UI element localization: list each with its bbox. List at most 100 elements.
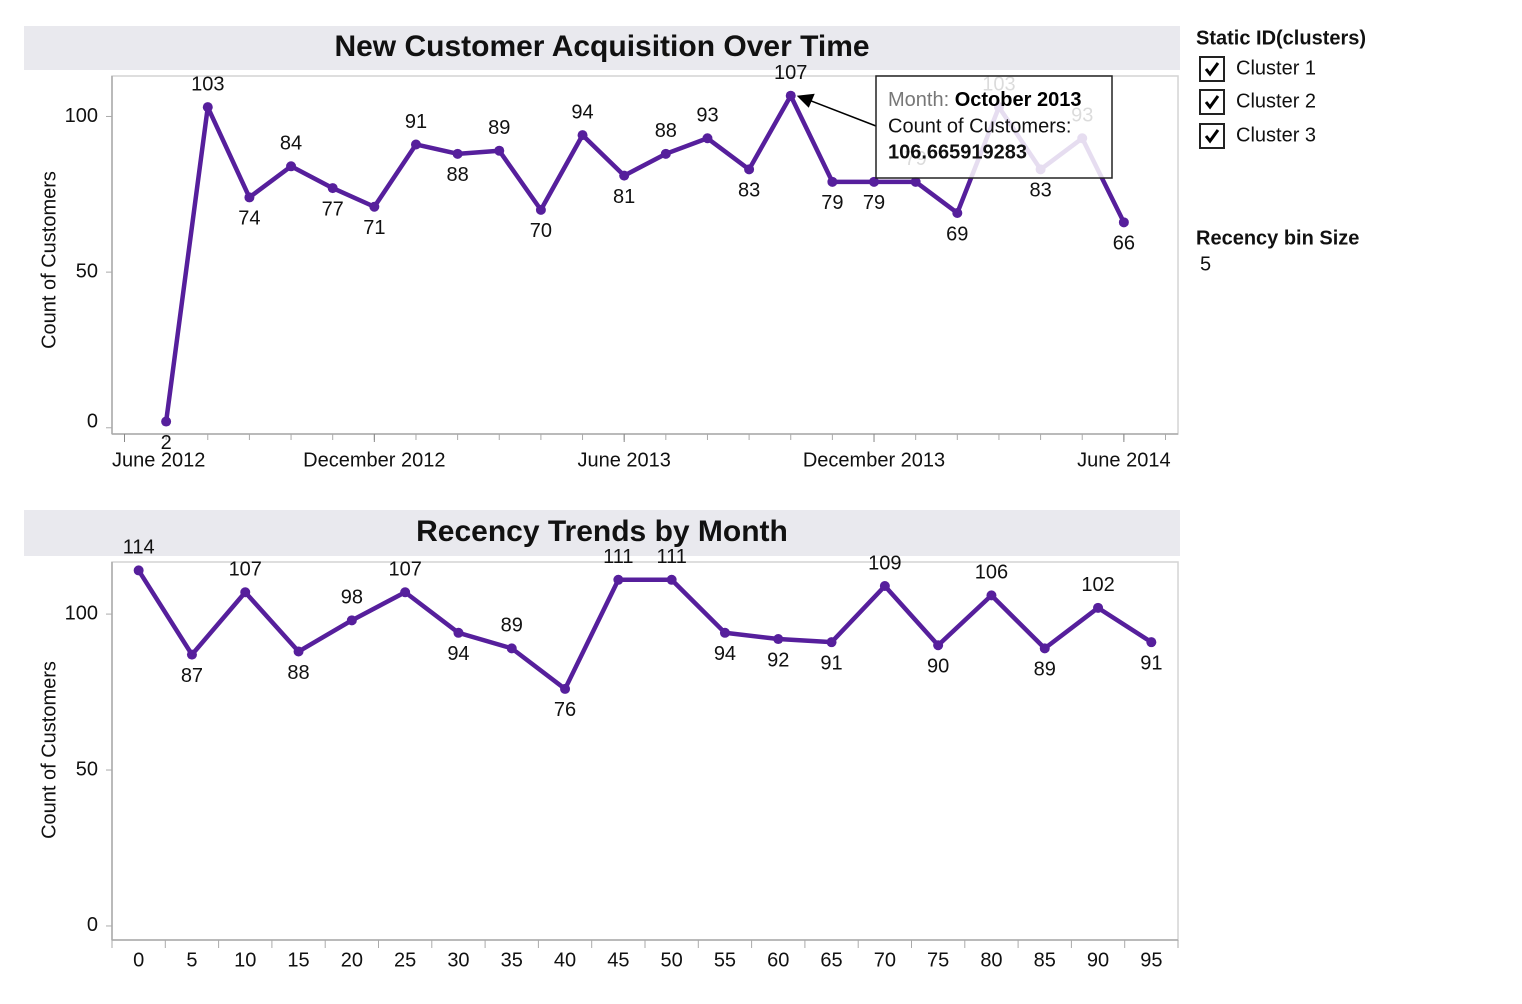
x-tick-label: 5 (186, 949, 197, 971)
point (826, 637, 837, 648)
point (827, 176, 838, 187)
tooltip-key: Month: (888, 89, 949, 111)
data-label: 71 (363, 217, 385, 239)
y-axis-label: Count of Customers (38, 661, 60, 839)
filter-item[interactable]: Cluster 3 (1236, 124, 1316, 146)
point (986, 590, 997, 601)
data-label: 91 (405, 111, 427, 133)
y-tick-label: 0 (87, 914, 98, 936)
x-tick-label: 85 (1034, 949, 1056, 971)
data-label: 90 (927, 656, 949, 678)
x-tick-label: 50 (661, 949, 683, 971)
data-label: 94 (571, 101, 593, 123)
point (133, 565, 144, 576)
point (910, 176, 921, 187)
tooltip: Month: October 2013 Count of Customers: 10… (796, 75, 1113, 179)
data-label: 94 (714, 643, 736, 665)
point (619, 170, 630, 181)
point (613, 574, 624, 585)
data-label: 94 (447, 643, 469, 665)
data-label: 109 (868, 552, 901, 574)
point (666, 574, 677, 585)
line (163, 93, 1126, 422)
point (286, 161, 297, 172)
data-label: 79 (863, 192, 885, 214)
x-tick-label: 70 (874, 949, 896, 971)
x-tick-label: December 2012 (303, 449, 445, 471)
point (452, 148, 463, 159)
parameter-title: Recency bin Size (1196, 227, 1359, 249)
title-bar (24, 510, 1180, 556)
point (244, 192, 255, 203)
data-label: 111 (656, 546, 686, 568)
data-label: 91 (820, 652, 842, 674)
check (1204, 95, 1220, 110)
point (327, 183, 338, 194)
data-label: 106 (975, 562, 1008, 584)
data-label: 2 (161, 432, 172, 454)
point (933, 640, 944, 651)
point (240, 587, 251, 598)
data-label: 98 (341, 587, 363, 609)
data-label: 103 (191, 73, 224, 95)
tooltip-value: 106.665919283 (888, 141, 1027, 163)
title-bar (24, 26, 1180, 70)
x-tick-label: 95 (1140, 949, 1162, 971)
chart-title: Recency Trends by Month (416, 515, 788, 548)
x-tick-label: 45 (607, 949, 629, 971)
point (494, 145, 505, 156)
point (785, 90, 796, 101)
data-label: 88 (655, 120, 677, 142)
point (186, 649, 197, 660)
data-label: 70 (530, 220, 552, 242)
data-label: 114 (123, 537, 155, 559)
parameter-value[interactable]: 5 (1200, 253, 1211, 275)
data-label: 84 (280, 133, 302, 155)
data-label: 92 (767, 649, 789, 671)
chart-title: New Customer Acquisition Over Time (334, 30, 869, 63)
data-label: 81 (613, 186, 635, 208)
point (879, 581, 890, 592)
x-tick-label: 75 (927, 949, 949, 971)
data-label: 83 (1029, 180, 1051, 202)
x-tick-label: 55 (714, 949, 736, 971)
data-label: 66 (1113, 233, 1135, 255)
data-label: 76 (554, 699, 576, 721)
x-tick-label: 40 (554, 949, 576, 971)
point (202, 102, 213, 113)
point (1146, 637, 1157, 648)
check (1204, 129, 1220, 144)
data-label: 89 (501, 615, 523, 637)
point (869, 176, 880, 187)
x-tick-label: 90 (1087, 949, 1109, 971)
filter-list[interactable]: Cluster 1 Cluster 2 Cluster 3 (1199, 56, 1316, 149)
x-tick-label: 25 (394, 949, 416, 971)
filter-item[interactable]: Cluster 2 (1236, 90, 1316, 112)
tooltip-text: Month: October 2013 (888, 89, 1081, 111)
x-tick-label: 20 (341, 949, 363, 971)
data-label: 107 (229, 559, 262, 581)
data-label: 69 (946, 223, 968, 245)
filter-item[interactable]: Cluster 1 (1236, 57, 1316, 79)
y-axis-label: Count of Customers (38, 171, 60, 349)
tooltip-box (875, 75, 1113, 179)
x-tick-label: 60 (767, 949, 789, 971)
point (410, 139, 421, 150)
data-label: 93 (696, 105, 718, 127)
data-label: 102 (1081, 574, 1114, 596)
line (136, 569, 1153, 692)
point (577, 130, 588, 141)
point (560, 683, 571, 694)
x-tick-label: 80 (980, 949, 1002, 971)
x-tick-label: December 2013 (803, 449, 945, 471)
point (1093, 602, 1104, 613)
point (702, 133, 713, 144)
data-label: 77 (322, 198, 344, 220)
data-label: 91 (1140, 652, 1162, 674)
checkbox[interactable] (1199, 56, 1225, 82)
tooltip-key: Count of Customers: (888, 115, 1071, 137)
x-tick-label: 10 (234, 949, 256, 971)
x-tick-label: 30 (447, 949, 469, 971)
point (161, 416, 172, 427)
